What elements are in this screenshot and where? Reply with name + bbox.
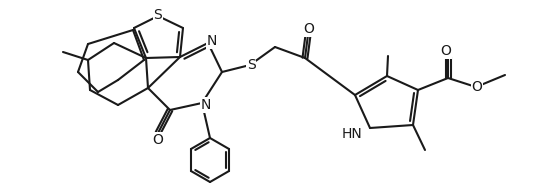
Text: O: O [303,22,314,36]
Text: HN: HN [341,127,362,141]
Text: N: N [207,34,217,48]
Text: N: N [201,98,211,112]
Text: O: O [472,80,483,94]
Text: S: S [246,58,256,72]
Text: O: O [441,44,451,58]
Text: S: S [154,8,162,22]
Text: O: O [153,133,164,147]
